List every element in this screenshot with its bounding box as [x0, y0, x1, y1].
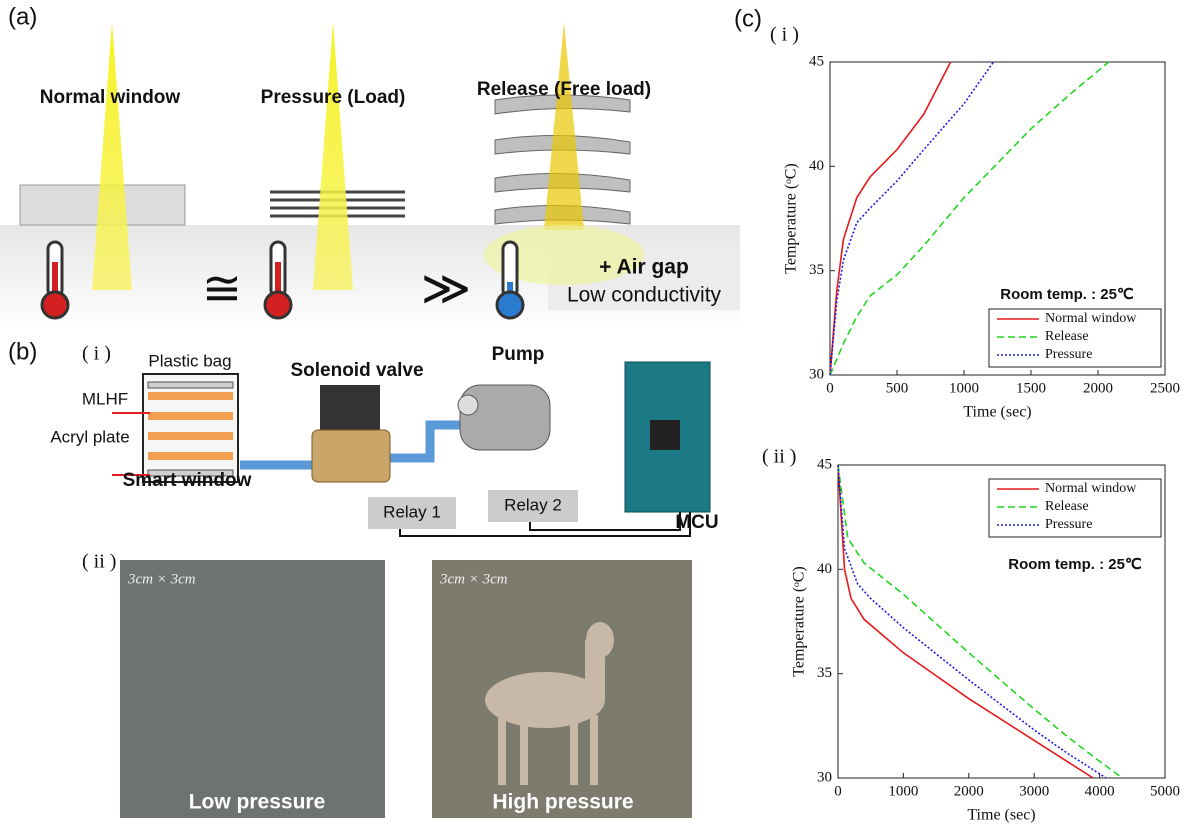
y-tick-label: 30	[809, 366, 824, 382]
sub-label: ( ii )	[762, 446, 796, 468]
relation: ≅	[202, 263, 242, 316]
annotation: Room temp. : 25℃	[1008, 556, 1142, 573]
y-tick-label: 30	[817, 769, 832, 785]
photo-caption: Low pressure	[189, 791, 326, 814]
relay-label: Relay 2	[504, 495, 562, 514]
sub-label: ( i )	[82, 343, 111, 365]
page: (a) Normal window Pressure (Load) Releas…	[0, 0, 1193, 832]
x-tick-label: 2000	[954, 783, 984, 799]
legend-label: Normal window	[1045, 481, 1137, 496]
light-beam	[92, 22, 132, 290]
relation: ≫	[421, 263, 471, 316]
smart-window-label: Smart window	[123, 470, 252, 491]
photo-scale: 3cm × 3cm	[439, 571, 508, 587]
legend-label: Release	[1045, 329, 1089, 344]
x-tick-label: 0	[826, 380, 834, 396]
x-tick-label: 3000	[1019, 783, 1049, 799]
mlhf-label: MLHF	[82, 389, 128, 408]
x-tick-label: 2000	[1083, 380, 1113, 396]
x-tick-label: 500	[886, 380, 909, 396]
y-axis-label: Temperature (ᵒC)	[791, 566, 808, 677]
window-label: Pressure (Load)	[261, 87, 406, 108]
x-tick-label: 1000	[888, 783, 918, 799]
photo	[120, 560, 385, 818]
x-tick-label: 4000	[1085, 783, 1115, 799]
air-gap-note: Low conductivity	[567, 284, 722, 307]
panel-label: (a)	[8, 3, 37, 30]
y-tick-label: 40	[817, 561, 832, 577]
valve-label: Solenoid valve	[290, 360, 423, 381]
photo-scale: 3cm × 3cm	[127, 571, 196, 587]
y-tick-label: 40	[809, 158, 824, 174]
relay-label: Relay 1	[383, 502, 441, 521]
air-gap: + Air gap	[599, 256, 689, 279]
sub-label: ( i )	[770, 24, 799, 46]
x-tick-label: 2500	[1150, 380, 1180, 396]
smart-window	[143, 374, 238, 482]
sub-label: ( ii )	[82, 551, 116, 573]
panel-label: (b)	[8, 338, 37, 365]
x-axis-label: Time (sec)	[963, 404, 1031, 421]
acryl-label: Acryl plate	[50, 427, 129, 446]
y-tick-label: 45	[809, 53, 824, 69]
light-beam	[313, 22, 353, 290]
legend-label: Normal window	[1045, 311, 1137, 326]
mcu-board	[625, 362, 710, 512]
solenoid-valve	[312, 385, 390, 482]
photo-caption: High pressure	[492, 791, 633, 814]
light-beam	[544, 22, 584, 230]
pump-label: Pump	[492, 344, 545, 365]
legend-label: Release	[1045, 499, 1089, 514]
y-tick-label: 35	[809, 262, 824, 278]
x-tick-label: 1500	[1016, 380, 1046, 396]
window-label: Release (Free load)	[477, 79, 651, 100]
x-tick-label: 5000	[1150, 783, 1180, 799]
legend-label: Pressure	[1045, 347, 1092, 362]
y-tick-label: 35	[817, 665, 832, 681]
x-tick-label: 0	[834, 783, 842, 799]
window-label: Normal window	[40, 87, 181, 108]
legend-label: Pressure	[1045, 517, 1092, 532]
y-tick-label: 45	[817, 456, 832, 472]
figure: (a) Normal window Pressure (Load) Releas…	[0, 0, 1193, 832]
mcu-label: MCU	[675, 512, 718, 533]
panel-label: (c)	[734, 5, 762, 32]
annotation: Room temp. : 25℃	[1000, 286, 1134, 303]
x-tick-label: 1000	[949, 380, 979, 396]
plastic-bag-label: Plastic bag	[148, 351, 231, 370]
y-axis-label: Temperature (ᵒC)	[783, 163, 800, 274]
pump	[458, 385, 550, 450]
x-axis-label: Time (sec)	[967, 807, 1035, 824]
